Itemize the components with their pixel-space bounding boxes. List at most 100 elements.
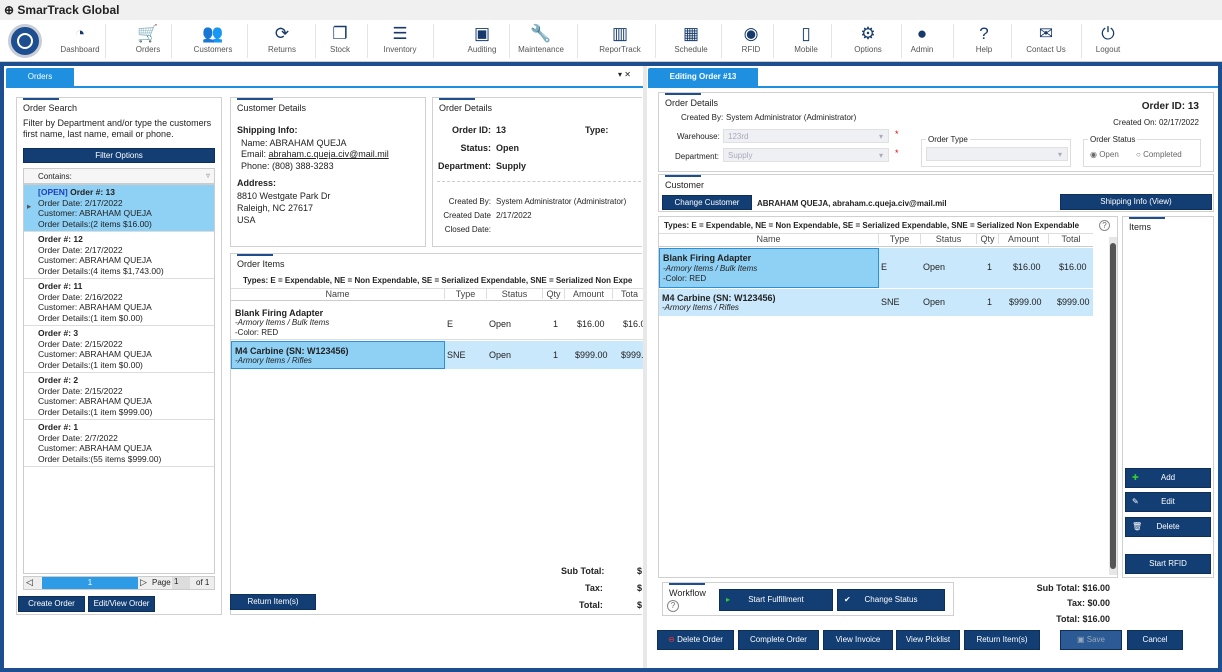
table-row-selected[interactable]: M4 Carbine (SN: W123456) -Armory Items /… [231, 341, 445, 369]
filter-options-button[interactable]: Filter Options [23, 148, 215, 163]
change-status-button[interactable]: ✔ Change Status [837, 589, 945, 611]
pager-page-label: Page [152, 578, 171, 587]
completed-radio[interactable]: ○ Completed [1136, 150, 1182, 159]
toolbar-reportrack-button[interactable]: ▥ ReporTrack [590, 20, 650, 62]
wrench-icon: 🔧 [530, 24, 552, 43]
customer-phone: Phone: (808) 388-3283 [241, 161, 334, 171]
toolbar-returns-button[interactable]: ⟳ Returns [254, 20, 310, 62]
toolbar-schedule-button[interactable]: ▦ Schedule [666, 20, 716, 62]
list-item[interactable]: Order #: 11 Order Date: 2/16/2022 Customer… [24, 279, 214, 326]
contains-filter[interactable]: Contains: ▿ [23, 168, 215, 184]
item-amount: $16.00 [1013, 262, 1041, 272]
help-icon[interactable]: ? [1099, 220, 1110, 231]
pager-page-input[interactable]: 1 [172, 577, 190, 589]
closed-date-label: Closed Date: [444, 225, 491, 234]
toolbar-dashboard-button[interactable]: ◔ Dashboard [60, 20, 100, 62]
order-type-select[interactable]: ▾ [926, 147, 1068, 161]
tab-controls[interactable]: ▾ ✕ [618, 70, 631, 79]
items-scrollbar[interactable] [1109, 237, 1117, 575]
col-type[interactable]: Type [879, 234, 921, 244]
order-date: Order Date: 2/15/2022 [38, 338, 123, 349]
table-row-cells[interactable]: SNE Open 1 $999.00 $999. [445, 341, 644, 369]
department-select[interactable]: Supply ▾ [723, 148, 889, 162]
order-summary: Order Details:(2 items $16.00) [38, 218, 152, 229]
toolbar-auditing-button[interactable]: ▣ Auditing [460, 20, 504, 62]
cancel-button[interactable]: Cancel [1127, 630, 1183, 650]
edit-item-button[interactable]: ✎ Edit [1125, 492, 1211, 512]
table-row[interactable]: M4 Carbine (SN: W123456) -Armory Items /… [659, 289, 1093, 316]
pager-next-icon[interactable]: ▷ [140, 577, 147, 587]
table-row-selected[interactable]: Blank Firing Adapter -Armory Items / Bul… [659, 248, 879, 288]
toolbar-help-button[interactable]: ? Help [962, 20, 1006, 62]
change-status-label: Change Status [864, 595, 918, 604]
toolbar-rfid-button[interactable]: ◉ RFID [734, 20, 768, 62]
return-items-button-right[interactable]: Return Item(s) [964, 630, 1040, 650]
delete-item-button[interactable]: 🗑 Delete [1125, 517, 1211, 537]
view-invoice-button[interactable]: View Invoice [823, 630, 893, 650]
save-button[interactable]: ▣ Save [1060, 630, 1122, 650]
scrollbar-thumb[interactable] [1110, 243, 1116, 569]
pager-input[interactable]: 1 [42, 577, 138, 589]
item-status: Open [923, 262, 946, 272]
start-fulfillment-button[interactable]: ▸ Start Fulfillment [719, 589, 833, 611]
col-qty[interactable]: Qty [977, 234, 999, 244]
col-amount[interactable]: Amount [999, 234, 1049, 244]
pager-prev-icon[interactable]: ◁ [26, 577, 33, 587]
col-status[interactable]: Status [487, 289, 543, 299]
edit-department-label: Department: [675, 152, 720, 161]
edit-view-order-button[interactable]: Edit/View Order [88, 596, 155, 612]
item-name: M4 Carbine (SN: W123456) [662, 293, 776, 303]
return-items-button[interactable]: Return Item(s) [230, 594, 316, 610]
col-total[interactable]: Tota [621, 289, 639, 299]
col-type[interactable]: Type [445, 289, 487, 299]
toolbar-orders-button[interactable]: 🛒 Orders [130, 20, 166, 62]
table-row-cells[interactable]: E Open 1 $16.00 $16.00 [879, 248, 1093, 288]
list-item[interactable]: Order #: 12 Order Date: 2/17/2022 Customer… [24, 232, 214, 279]
col-amount[interactable]: Amount [565, 289, 613, 299]
customer-name: Name: ABRAHAM QUEJA [241, 138, 347, 148]
col-status[interactable]: Status [921, 234, 977, 244]
tab-underline [6, 86, 643, 88]
item-name: M4 Carbine (SN: W123456) [235, 346, 349, 356]
col-total[interactable]: Total [1061, 234, 1081, 244]
created-by-label: Created By: [448, 197, 491, 206]
add-item-button[interactable]: ✚ Add [1125, 468, 1211, 488]
item-category: -Armory Items / Bulk Items [235, 318, 330, 327]
create-order-button[interactable]: Create Order [18, 596, 85, 612]
workflow-help-icon[interactable]: ? [667, 600, 679, 612]
toolbar-admin-button[interactable]: ● Admin [896, 20, 948, 62]
customer-email-link[interactable]: abraham.c.queja.civ@mail.mil [268, 149, 389, 159]
change-customer-button[interactable]: Change Customer [662, 195, 752, 210]
table-row[interactable]: Blank Firing Adapter -Armory Items / Bul… [231, 304, 646, 340]
list-item[interactable]: Order #: 2 Order Date: 2/15/2022 Customer:… [24, 373, 214, 420]
toolbar-maintenance-button[interactable]: 🔧 Maintenance [510, 20, 572, 62]
col-name[interactable]: Name [231, 289, 445, 299]
tab-editing-order[interactable]: Editing Order #13 [648, 68, 758, 86]
items-side-panel: Items ✚ Add ✎ Edit 🗑 Delete Start RFID [1122, 216, 1214, 578]
list-item[interactable]: Order #: 3 Order Date: 2/15/2022 Customer:… [24, 326, 214, 373]
panel-splitter[interactable] [643, 66, 647, 668]
toolbar-options-button[interactable]: ⚙ Options [840, 20, 896, 62]
shipping-info-view-button[interactable]: Shipping Info (View) [1060, 194, 1212, 210]
toolbar-mobile-button[interactable]: ▯ Mobile [786, 20, 826, 62]
complete-order-button[interactable]: Complete Order [738, 630, 819, 650]
col-name[interactable]: Name [659, 234, 879, 244]
toolbar-contact-us-button[interactable]: ✉ Contact Us [1016, 20, 1076, 62]
toolbar-logout-button[interactable]: ⏻ Logout [1084, 20, 1132, 62]
filter-funnel-icon[interactable]: ▿ [205, 171, 210, 180]
tab-orders[interactable]: Orders [6, 68, 74, 86]
list-item[interactable]: Order #: 1 Order Date: 2/7/2022 Customer: … [24, 420, 214, 467]
order-number: Order #: 11 [38, 281, 83, 291]
col-qty[interactable]: Qty [543, 289, 565, 299]
app-title-bar: ⊕ SmarTrack Global [0, 0, 1222, 20]
start-rfid-button[interactable]: Start RFID [1125, 554, 1211, 574]
open-radio[interactable]: ◉ Open [1090, 150, 1119, 159]
item-type: SNE [881, 297, 900, 307]
view-picklist-button[interactable]: View Picklist [896, 630, 960, 650]
delete-order-button[interactable]: ⊖ Delete Order [657, 630, 734, 650]
list-item[interactable]: ▸ [OPEN] Order #: 13 Order Date: 2/17/2022… [24, 185, 214, 232]
toolbar-stock-button[interactable]: ❐ Stock [318, 20, 362, 62]
toolbar-inventory-button[interactable]: ☰ Inventory [372, 20, 428, 62]
warehouse-select[interactable]: 123rd ▾ [723, 129, 889, 143]
toolbar-customers-button[interactable]: 👥 Customers [184, 20, 242, 62]
